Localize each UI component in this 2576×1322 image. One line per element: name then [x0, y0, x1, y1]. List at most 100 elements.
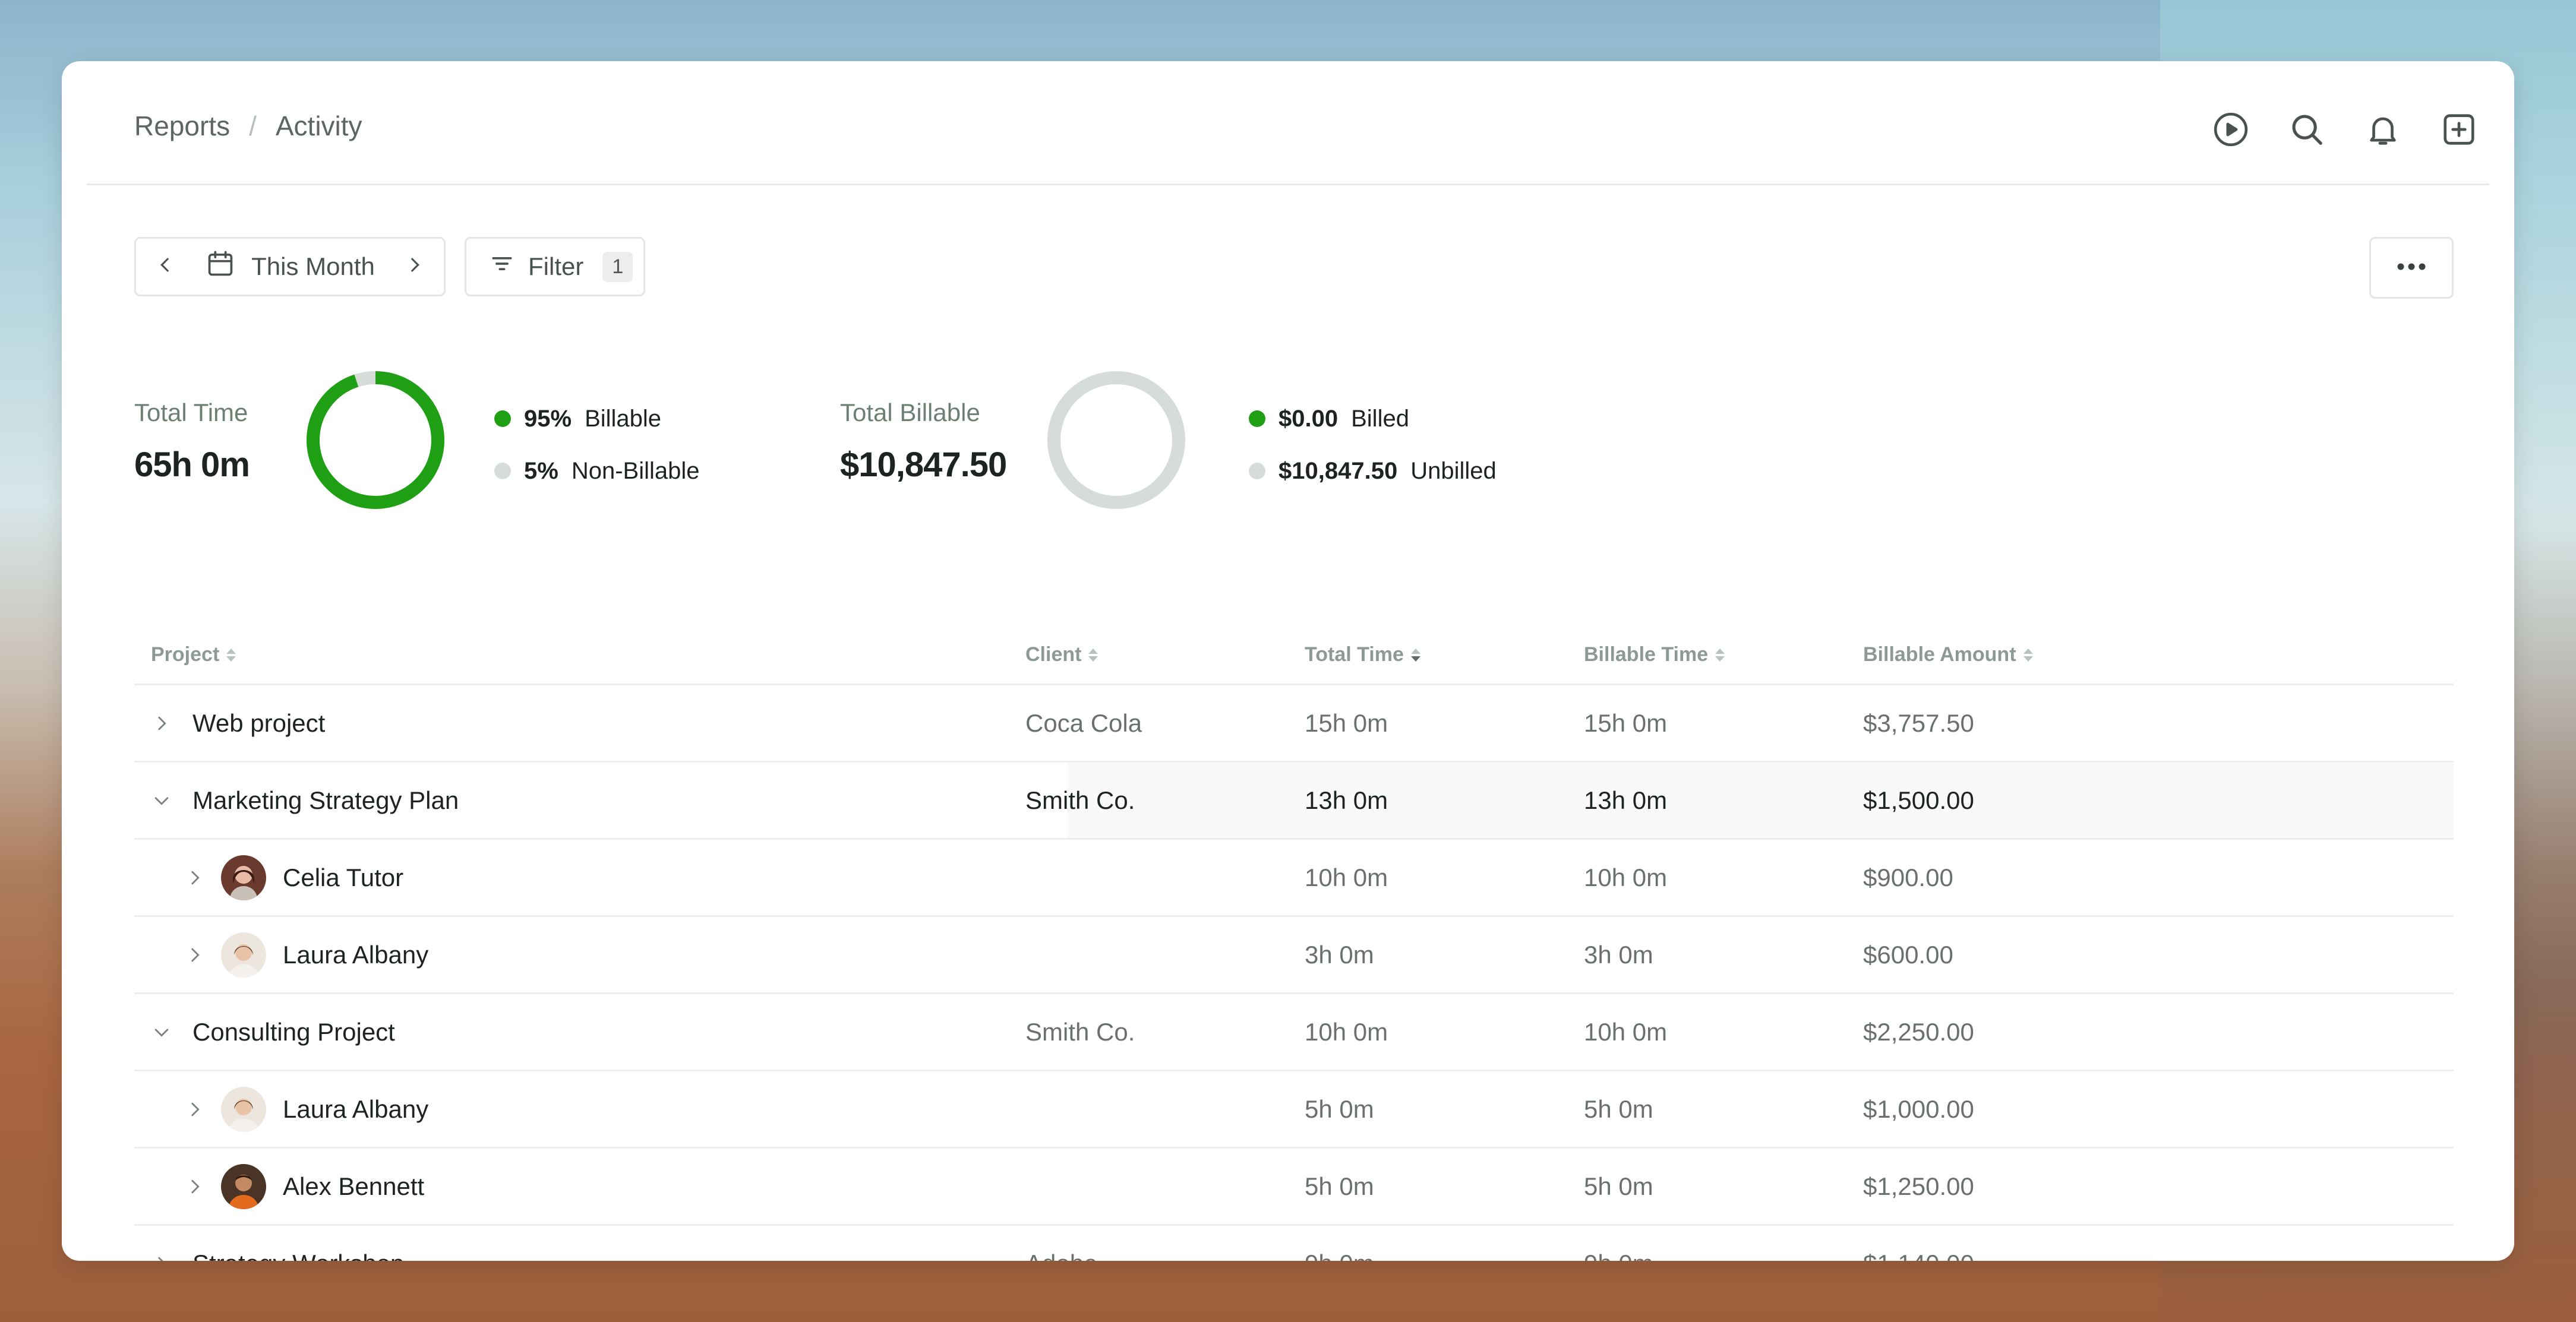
avatar — [221, 1163, 266, 1209]
sort-desc-icon — [1410, 648, 1420, 662]
table-row[interactable]: Alex Bennett 5h 0m 5h 0m $1,250.00 — [134, 1149, 2454, 1226]
chevron-right-icon[interactable] — [405, 252, 425, 281]
project-name: Web project — [192, 709, 326, 737]
billable-amount-cell: $1,000.00 — [1863, 1095, 1974, 1123]
breadcrumb-activity: Activity — [275, 110, 362, 141]
column-header-billable-amount[interactable]: Billable Amount — [1863, 643, 2033, 666]
total-time-cell: 13h 0m — [1305, 786, 1388, 814]
sort-icon — [1088, 648, 1098, 662]
top-actions — [2211, 110, 2479, 149]
bell-icon[interactable] — [2363, 110, 2403, 149]
nonbillable-label: Non-Billable — [571, 457, 700, 484]
breadcrumb: Reports / Activity — [134, 110, 362, 142]
chevron-right-icon[interactable] — [150, 711, 173, 735]
total-billable-stat: Total Billable $10,847.50 — [840, 399, 1007, 485]
billed-dot — [1249, 410, 1265, 427]
table-row[interactable]: Marketing Strategy Plan Smith Co. 13h 0m… — [134, 763, 2454, 840]
billable-time-cell: 5h 0m — [1584, 1095, 1653, 1123]
billed-label: Billed — [1351, 405, 1409, 432]
unbilled-dot — [1249, 463, 1265, 479]
table-row[interactable]: Laura Albany 3h 0m 3h 0m $600.00 — [134, 917, 2454, 994]
billable-amount-cell: $600.00 — [1863, 940, 1953, 969]
report-card: Reports / Activity This Month — [62, 61, 2514, 1261]
more-horizontal-icon — [2397, 262, 2426, 274]
member-name: Alex Bennett — [283, 1172, 425, 1200]
table-row[interactable]: Celia Tutor 10h 0m 10h 0m $900.00 — [134, 840, 2454, 917]
table-header: Project Client Total Time Billable Time … — [134, 631, 2454, 685]
breadcrumb-separator: / — [249, 110, 257, 141]
filter-count-badge: 1 — [602, 251, 633, 282]
member-name: Laura Albany — [283, 940, 429, 969]
column-header-billable-time[interactable]: Billable Time — [1584, 643, 1725, 666]
total-time-cell: 5h 0m — [1305, 1172, 1374, 1200]
table-row[interactable]: Consulting Project Smith Co. 10h 0m 10h … — [134, 994, 2454, 1071]
calendar-icon — [205, 248, 236, 285]
unbilled-label: Unbilled — [1410, 457, 1497, 484]
total-time-cell: 9h 0m — [1305, 1226, 1374, 1261]
nonbillable-dot — [494, 463, 511, 479]
chevron-right-icon[interactable] — [183, 1098, 207, 1121]
billable-time-cell: 13h 0m — [1584, 786, 1668, 814]
client-cell: Coca Cola — [1025, 709, 1142, 737]
donut-track — [1047, 371, 1185, 509]
member-name: Laura Albany — [283, 1095, 429, 1123]
sort-icon — [226, 648, 236, 662]
column-header-total-time[interactable]: Total Time — [1305, 643, 1420, 666]
total-time-label: Total Time — [134, 399, 248, 426]
member-name: Celia Tutor — [283, 863, 404, 891]
total-time-cell: 5h 0m — [1305, 1095, 1374, 1123]
billable-time-cell: 3h 0m — [1584, 940, 1653, 969]
billable-dot — [494, 410, 511, 427]
client-cell: Adobe — [1025, 1226, 1097, 1261]
breadcrumb-reports[interactable]: Reports — [134, 110, 231, 141]
total-time-cell: 3h 0m — [1305, 940, 1374, 969]
chevron-down-icon[interactable] — [150, 789, 173, 812]
avatar — [221, 855, 266, 900]
legend-billable: 95% Billable — [494, 401, 699, 437]
chevron-right-icon[interactable] — [183, 1175, 207, 1198]
date-range-label: This Month — [251, 252, 375, 280]
filter-button[interactable]: Filter 1 — [465, 237, 645, 296]
client-cell: Smith Co. — [1025, 1017, 1135, 1046]
chevron-left-icon[interactable] — [155, 252, 175, 281]
total-time-stat: Total Time 65h 0m — [134, 399, 250, 485]
total-billable-label: Total Billable — [840, 399, 980, 426]
chevron-right-icon[interactable] — [150, 1252, 173, 1261]
client-cell: Smith Co. — [1025, 786, 1135, 814]
avatar — [221, 932, 266, 978]
plus-square-icon[interactable] — [2439, 110, 2479, 149]
sort-icon — [2023, 648, 2033, 662]
billable-amount-cell: $1,250.00 — [1863, 1172, 1974, 1200]
project-name: Marketing Strategy Plan — [192, 786, 459, 814]
column-header-project[interactable]: Project — [151, 643, 236, 666]
total-billable-donut — [1047, 371, 1185, 509]
filter-label: Filter — [528, 252, 584, 280]
billed-amount: $0.00 — [1278, 405, 1338, 432]
billable-amount-cell: $1,500.00 — [1863, 786, 1974, 814]
chevron-right-icon[interactable] — [183, 866, 207, 890]
total-time-legend: 95% Billable 5% Non-Billable — [494, 401, 699, 505]
table-row[interactable]: Strategy Workshop Adobe 9h 0m 9h 0m $1,1… — [134, 1226, 2454, 1261]
legend-nonbillable: 5% Non-Billable — [494, 453, 699, 489]
chevron-right-icon[interactable] — [183, 943, 207, 967]
date-range-picker[interactable]: This Month — [134, 237, 446, 296]
more-options-button[interactable] — [2369, 237, 2454, 299]
total-time-cell: 10h 0m — [1305, 1017, 1388, 1046]
donut-billable-arc — [307, 371, 444, 509]
avatar — [221, 1086, 266, 1132]
billable-amount-cell: $3,757.50 — [1863, 709, 1974, 737]
billable-time-cell: 15h 0m — [1584, 709, 1668, 737]
chevron-down-icon[interactable] — [150, 1020, 173, 1044]
total-time-cell: 15h 0m — [1305, 709, 1388, 737]
billable-pct: 95% — [524, 405, 572, 432]
table-row[interactable]: Web project Coca Cola 15h 0m 15h 0m $3,7… — [134, 685, 2454, 763]
total-billable-legend: $0.00 Billed $10,847.50 Unbilled — [1249, 401, 1497, 505]
billable-time-cell: 10h 0m — [1584, 863, 1668, 891]
billable-time-cell: 9h 0m — [1584, 1226, 1653, 1261]
nonbillable-pct: 5% — [524, 457, 558, 484]
column-header-client[interactable]: Client — [1025, 643, 1098, 666]
search-icon[interactable] — [2287, 110, 2326, 149]
legend-billed: $0.00 Billed — [1249, 401, 1497, 437]
table-row[interactable]: Laura Albany 5h 0m 5h 0m $1,000.00 — [134, 1071, 2454, 1149]
play-icon[interactable] — [2211, 110, 2250, 149]
